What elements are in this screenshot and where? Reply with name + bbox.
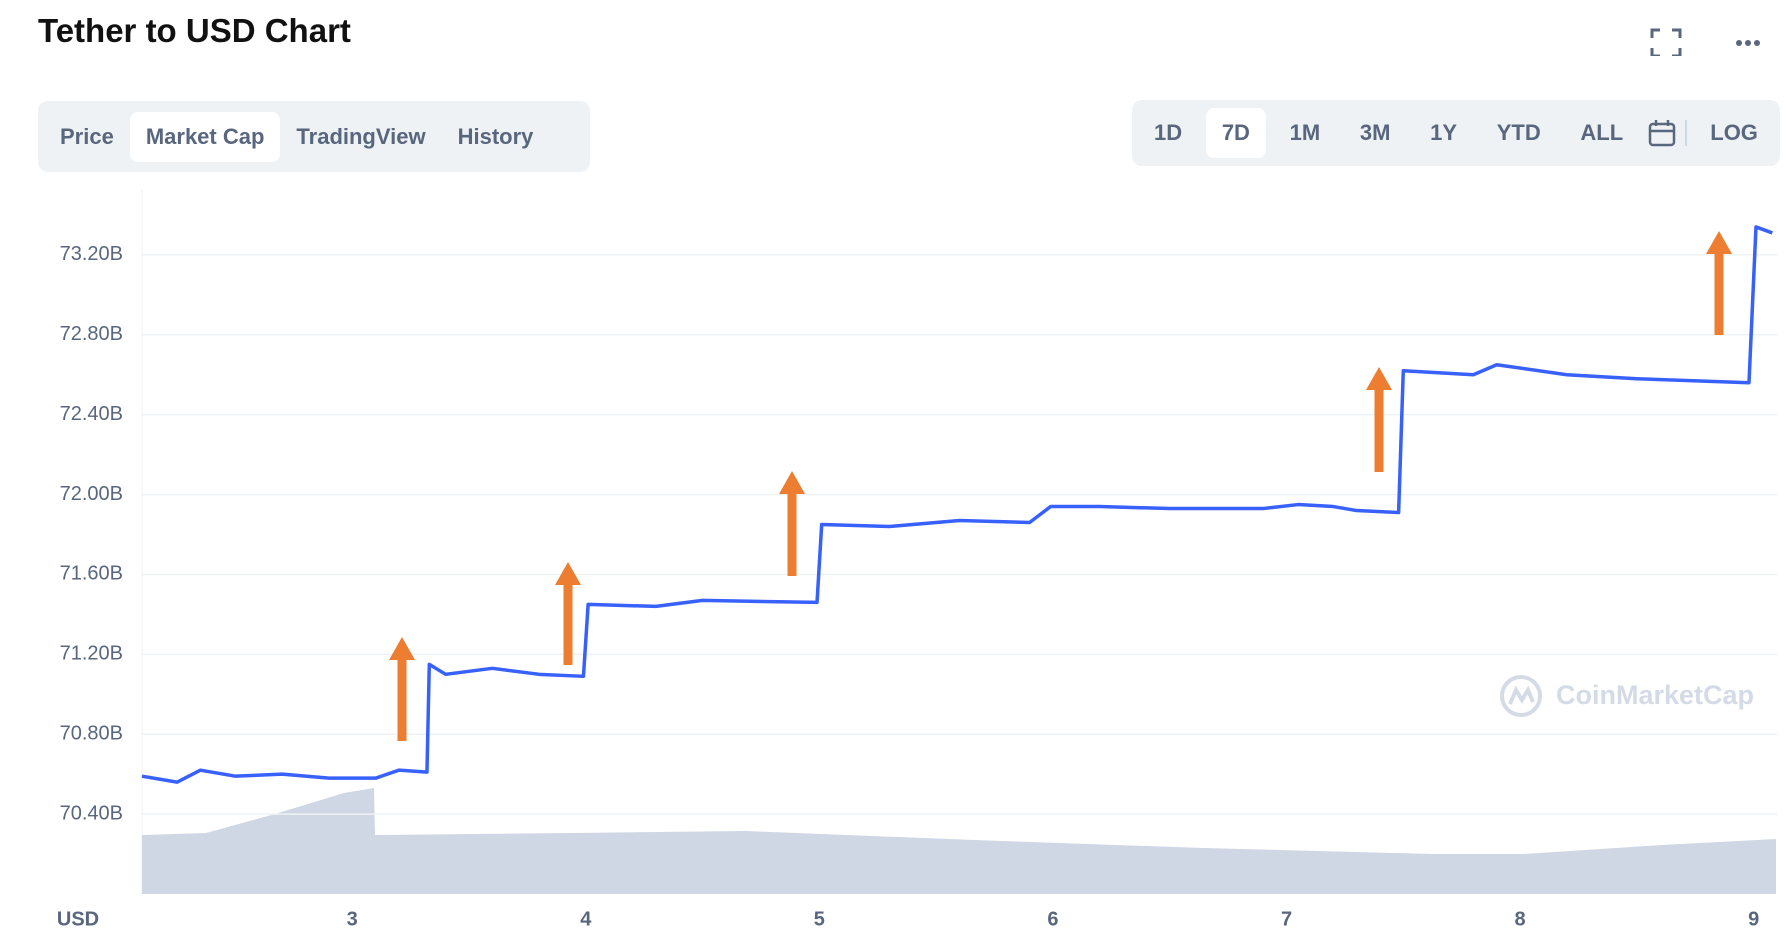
- x-tick-label: 5: [814, 908, 825, 930]
- y-tick-label: 72.40B: [60, 403, 123, 425]
- range-group: 1D 7D 1M 3M 1Y YTD ALL LOG: [1132, 100, 1780, 166]
- watermark: CoinMarketCap: [1556, 680, 1754, 710]
- x-tick-label: 6: [1047, 908, 1058, 930]
- y-tick-label: 71.60B: [60, 563, 123, 585]
- x-tick-label: 3: [347, 908, 358, 930]
- x-tick-label: 9: [1748, 908, 1759, 930]
- range-button[interactable]: YTD: [1496, 120, 1541, 145]
- y-tick-label: 73.20B: [60, 243, 123, 265]
- calendar-icon[interactable]: [1647, 118, 1677, 148]
- x-tick-label: 7: [1281, 908, 1292, 930]
- range-button[interactable]: 3M: [1359, 120, 1391, 145]
- y-tick-label: 70.40B: [60, 802, 123, 824]
- range-button[interactable]: 7D: [1205, 108, 1266, 158]
- price-line: [141, 225, 1773, 784]
- header-icons: [1650, 28, 1760, 56]
- range-button[interactable]: 1M: [1289, 120, 1321, 145]
- tab[interactable]: TradingView: [296, 123, 426, 149]
- divider: [1684, 120, 1687, 146]
- tab[interactable]: Price: [60, 123, 114, 149]
- tab[interactable]: Market Cap: [129, 111, 281, 162]
- range-button[interactable]: 1Y: [1430, 120, 1458, 145]
- y-tick-label: 70.80B: [60, 723, 123, 745]
- x-tick-label: 8: [1515, 908, 1526, 930]
- range-button[interactable]: 1D: [1154, 120, 1183, 145]
- x-tick-label: 4: [580, 908, 592, 930]
- plot: 70.40B 70.80B 71.20B 71.60B 72.00B 72.40B 72.8…: [60, 225, 1777, 930]
- annotation-arrows: [389, 231, 1732, 741]
- chart-title: Tether to USD Chart: [38, 12, 351, 49]
- y-tick-label: 72.00B: [60, 483, 123, 505]
- more-icon[interactable]: [1736, 40, 1760, 46]
- fullscreen-icon[interactable]: [1650, 28, 1682, 56]
- watermark-logo: [1500, 675, 1542, 717]
- y-tick-label: 72.80B: [60, 323, 123, 345]
- y-tick-label: 71.20B: [60, 643, 123, 665]
- tab[interactable]: History: [457, 123, 534, 149]
- volume-area: [142, 788, 1776, 894]
- tab-group: Price Market Cap TradingView History: [38, 101, 590, 172]
- y-axis-label: USD: [57, 908, 99, 930]
- range-button[interactable]: LOG: [1710, 120, 1758, 145]
- range-button[interactable]: ALL: [1580, 120, 1624, 145]
